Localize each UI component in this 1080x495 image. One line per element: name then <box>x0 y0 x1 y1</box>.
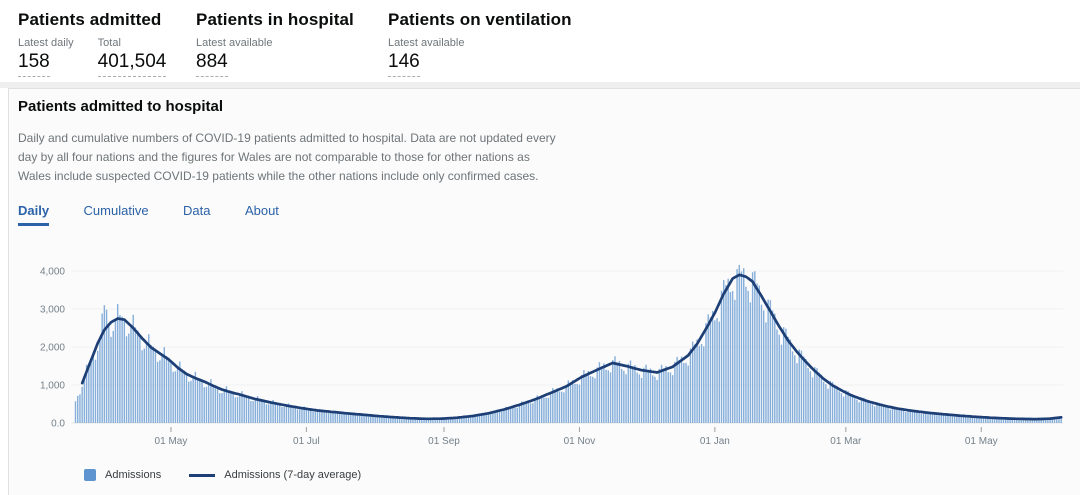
svg-text:01 May: 01 May <box>155 436 188 447</box>
stat-group-patients-on-ventilation: Patients on ventilation Latest available… <box>388 10 572 77</box>
card-description: Daily and cumulative numbers of COVID-19… <box>18 131 556 183</box>
stat-title: Patients admitted <box>18 10 162 29</box>
legend-item-admissions[interactable]: Admissions <box>84 469 161 481</box>
svg-text:01 Sep: 01 Sep <box>428 436 460 447</box>
stat-title: Patients in hospital <box>196 10 354 29</box>
metric-value[interactable]: 146 <box>388 52 420 77</box>
metric-latest-daily: Latest daily 158 <box>18 37 74 77</box>
svg-text:01 Mar: 01 Mar <box>830 436 862 447</box>
card-title: Patients admitted to hospital <box>18 98 224 115</box>
metric-label: Total <box>97 37 121 49</box>
admissions-chart[interactable]: 0.0 1,000 2,000 3,000 4,000 01 May 01 Jul 01 Se… <box>10 248 1080 460</box>
tab-cumulative[interactable]: Cumulative <box>83 203 149 218</box>
headline-stats: Patients admitted Latest daily 158 Total… <box>0 0 1080 82</box>
card-tabs: Daily Cumulative Data About <box>18 202 309 226</box>
svg-text:3,000: 3,000 <box>40 305 65 316</box>
svg-text:1,000: 1,000 <box>40 381 65 392</box>
svg-text:4,000: 4,000 <box>40 267 65 278</box>
section-divider <box>0 82 1080 88</box>
svg-text:2,000: 2,000 <box>40 343 65 354</box>
svg-text:01 Nov: 01 Nov <box>564 436 596 447</box>
tab-about[interactable]: About <box>244 203 279 218</box>
metric-label: Latest available <box>388 37 465 49</box>
metric-value[interactable]: 158 <box>18 52 50 77</box>
svg-text:01 Jul: 01 Jul <box>293 436 320 447</box>
patients-admitted-card: Patients admitted to hospital Daily and … <box>8 88 1080 495</box>
metric-label: Latest available <box>196 37 273 49</box>
metric-value[interactable]: 401,504 <box>97 52 167 77</box>
legend-item-admissions-average[interactable]: Admissions (7-day average) <box>161 469 361 481</box>
metric-label: Latest daily <box>18 37 74 49</box>
metric-latest-available: Latest available 884 <box>196 37 272 77</box>
admissions-chart-svg[interactable]: 0.0 1,000 2,000 3,000 4,000 01 May 01 Jul 01 Se… <box>10 248 1080 460</box>
admissions-average-line-swatch <box>189 473 216 477</box>
svg-text:01 Jan: 01 Jan <box>700 436 730 447</box>
legend-label: Admissions (7-day average) <box>224 469 362 481</box>
stat-group-patients-in-hospital: Patients in hospital Latest available 88… <box>196 10 354 77</box>
legend-label: Admissions <box>105 469 162 481</box>
tab-data[interactable]: Data <box>183 203 211 218</box>
tab-daily[interactable]: Daily <box>18 203 50 226</box>
stat-group-patients-admitted: Patients admitted Latest daily 158 Total… <box>18 10 167 77</box>
stat-title: Patients on ventilation <box>388 10 572 29</box>
svg-text:01 May: 01 May <box>965 436 998 447</box>
chart-legend: Admissions Admissions (7-day average) <box>84 469 361 481</box>
metric-total: Total 401,504 <box>97 37 167 77</box>
metric-value[interactable]: 884 <box>196 52 228 77</box>
metric-latest-available: Latest available 146 <box>388 37 464 77</box>
admissions-bar-swatch <box>84 469 96 481</box>
svg-text:0.0: 0.0 <box>51 419 65 430</box>
